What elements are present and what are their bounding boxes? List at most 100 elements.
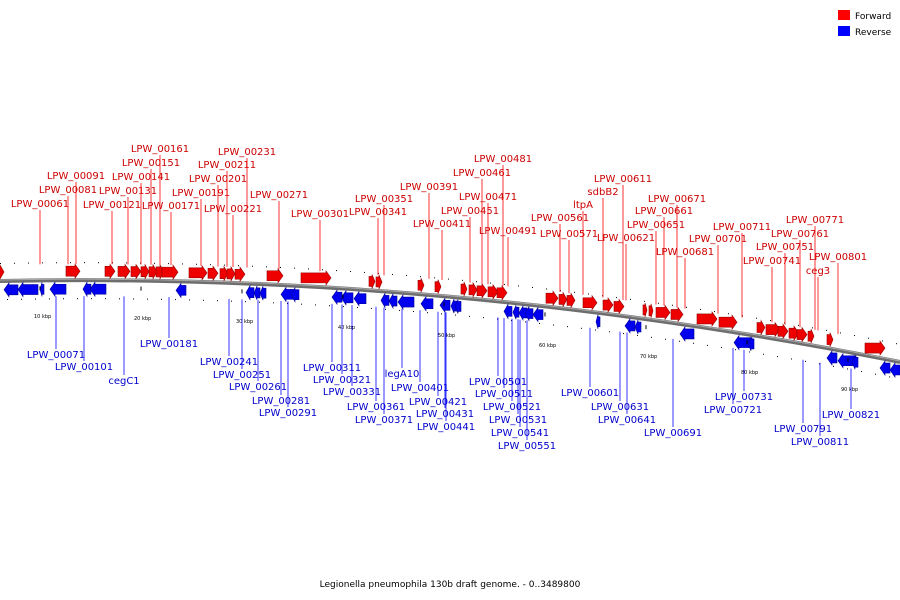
tick-label: 70 kbp xyxy=(640,354,657,360)
minor-tick xyxy=(0,263,1,264)
minor-tick xyxy=(518,285,519,287)
minor-tick xyxy=(224,264,225,266)
minor-tick xyxy=(889,376,890,378)
minor-tick xyxy=(721,347,722,349)
minor-tick xyxy=(196,263,197,265)
minor-tick xyxy=(427,312,428,314)
reverse-gene-arrow xyxy=(512,305,520,320)
reverse-gene-arrow xyxy=(290,286,300,303)
minor-tick xyxy=(91,298,92,300)
reverse-gene-arrow xyxy=(595,314,601,329)
forward-gene-label: LPW_00661 xyxy=(635,206,693,217)
minor-tick xyxy=(357,306,358,308)
reverse-gene-arrow xyxy=(454,299,462,314)
forward-gene-label: LPW_00121 xyxy=(83,200,141,211)
reverse-gene-label: LPW_00731 xyxy=(715,392,773,403)
forward-gene-label: LPW_00351 xyxy=(355,194,413,205)
minor-tick xyxy=(273,302,274,304)
minor-tick xyxy=(252,265,253,267)
reverse-gene-label: LPW_00371 xyxy=(355,415,413,426)
reverse-gene-arrow xyxy=(439,297,451,314)
forward-gene-arrow xyxy=(300,269,332,286)
reverse-gene-label: LPW_00361 xyxy=(347,402,405,413)
legend-forward-label: Forward xyxy=(855,12,891,22)
minor-tick xyxy=(896,343,897,345)
forward-gene-label: LPW_00091 xyxy=(47,171,105,182)
forward-gene-label: LPW_00141 xyxy=(112,172,170,183)
minor-tick xyxy=(728,313,729,315)
reverse-gene-arrow xyxy=(518,304,528,322)
reverse-gene-arrow xyxy=(82,281,92,298)
minor-tick xyxy=(203,299,204,301)
tick-label: 60 kbp xyxy=(539,343,556,349)
minor-tick xyxy=(49,298,50,300)
minor-tick xyxy=(679,340,680,342)
reverse-gene-arrow xyxy=(747,336,755,352)
forward-gene-label: LPW_00801 xyxy=(809,252,867,263)
minor-tick xyxy=(336,270,337,272)
minor-tick xyxy=(497,318,498,320)
label-layer: LPW_00061LPW_00081LPW_00091LPW_00121LPW_… xyxy=(11,144,880,452)
reverse-gene-arrow xyxy=(532,306,544,323)
scale-ticks: 10 kbp 20 kbp 30 kbp 40 kbp 50 kbp 60 kb… xyxy=(34,314,858,393)
minor-tick xyxy=(315,304,316,306)
minor-tick xyxy=(14,262,15,264)
forward-gene-arrow xyxy=(807,329,815,344)
forward-gene-arrow xyxy=(226,265,236,283)
forward-gene-arrow xyxy=(460,281,468,297)
forward-gene-arrow xyxy=(148,263,158,280)
forward-gene-arrow xyxy=(648,303,654,318)
forward-gene-label: LPW_00471 xyxy=(459,192,517,203)
forward-gene-label: LPW_00711 xyxy=(713,222,771,233)
minor-tick xyxy=(833,365,834,367)
minor-tick xyxy=(798,324,799,326)
genome-backbone-highlight xyxy=(0,278,900,362)
forward-gene-label: LPW_00681 xyxy=(656,247,714,258)
reverse-gene-label: LPW_00501 xyxy=(469,377,527,388)
minor-tick xyxy=(266,266,267,268)
minor-tick xyxy=(385,308,386,310)
minor-tick xyxy=(847,368,848,370)
minor-tick xyxy=(35,298,36,300)
genome-backbone xyxy=(0,278,900,364)
minor-tick xyxy=(28,262,29,264)
forward-gene-label: LPW_00451 xyxy=(441,206,499,217)
forward-gene-arrow xyxy=(642,302,648,318)
minor-tick xyxy=(301,303,302,305)
minor-tick xyxy=(210,264,211,266)
reverse-gene-arrow xyxy=(634,319,642,335)
forward-gene-label: LPW_00151 xyxy=(122,158,180,169)
minor-tick xyxy=(70,262,71,264)
reverse-gene-label: LPW_00811 xyxy=(791,437,849,448)
forward-gene-arrow xyxy=(487,283,499,300)
reverse-gene-label: LPW_00441 xyxy=(417,422,475,433)
forward-gene-arrow xyxy=(765,321,781,338)
forward-gene-arrow xyxy=(219,265,229,282)
forward-gene-label: LPW_00621 xyxy=(597,233,655,244)
minor-tick xyxy=(735,349,736,351)
minor-tick xyxy=(553,324,554,326)
minor-tick xyxy=(21,298,22,300)
reverse-gene-label: LPW_00791 xyxy=(774,424,832,435)
minor-tick xyxy=(882,340,883,342)
minor-tick xyxy=(112,262,113,264)
minor-tick xyxy=(175,299,176,301)
minor-tick xyxy=(581,327,582,329)
reverse-gene-arrow xyxy=(889,362,900,378)
reverse-gene-label: LPW_00181 xyxy=(140,339,198,350)
reverse-gene-arrow xyxy=(353,290,367,307)
forward-gene-arrow xyxy=(566,292,576,309)
minor-tick xyxy=(623,333,624,335)
forward-gene-label: LPW_00411 xyxy=(413,219,471,230)
minor-tick xyxy=(63,298,64,300)
minor-tick xyxy=(602,295,603,297)
forward-gene-label: LPW_00751 xyxy=(756,242,814,253)
reverse-gene-label: LPW_00331 xyxy=(323,387,381,398)
reverse-gene-arrow xyxy=(879,360,891,376)
forward-gene-arrow xyxy=(558,291,568,308)
minor-tick xyxy=(399,309,400,311)
forward-gene-arrow xyxy=(545,290,559,307)
reverse-gene-label: cegC1 xyxy=(108,376,139,387)
minor-tick xyxy=(812,327,813,329)
minor-tick xyxy=(756,317,757,319)
